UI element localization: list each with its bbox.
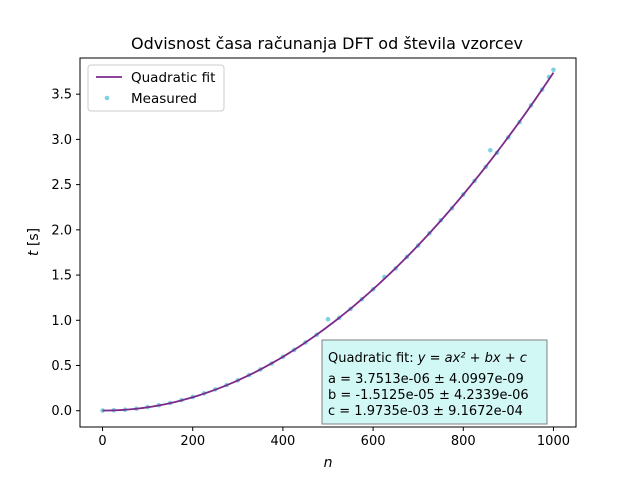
annotation-heading: Quadratic fit: y = ax² + bx + c — [328, 351, 527, 366]
measured-point — [325, 316, 331, 322]
measured-point — [488, 147, 493, 153]
y-tick-label: 1.5 — [51, 269, 72, 284]
x-tick-label: 800 — [451, 434, 476, 449]
y-tick-label: 2.0 — [51, 223, 72, 238]
legend-measured-swatch — [104, 95, 110, 101]
y-tick-label: 2.5 — [51, 178, 72, 193]
x-tick-label: 200 — [180, 434, 205, 449]
chart-title: Odvisnost časa računanja DFT od števila … — [131, 34, 523, 53]
y-axis: 0.0 0.5 1.0 1.5 2.0 2.5 3.0 3.5 — [51, 88, 80, 419]
x-tick-label: 0 — [98, 434, 106, 449]
annotation-background — [321, 339, 548, 425]
y-tick-label: 0.0 — [51, 404, 72, 419]
annotation-param-c: c = 1.9735e-03 ± 9.1672e-04 — [328, 404, 523, 419]
legend-fit-label: Quadratic fit — [131, 70, 215, 86]
y-tick-label: 3.5 — [51, 88, 72, 103]
y-tick-label: 1.0 — [51, 314, 72, 329]
annotation-param-b: b = -1.5125e-05 ± 4.2339e-06 — [328, 388, 529, 403]
measured-point — [551, 67, 556, 73]
x-tick-label: 600 — [361, 434, 386, 449]
legend: Quadratic fit Measured — [87, 64, 225, 112]
x-tick-label: 1000 — [537, 434, 570, 449]
x-axis: 0 200 400 600 800 1000 — [98, 427, 570, 449]
y-axis-label: t [s] — [26, 228, 42, 256]
legend-measured-label: Measured — [131, 91, 197, 107]
measured-point — [100, 408, 105, 413]
y-tick-label: 0.5 — [51, 359, 72, 374]
annotation-param-a: a = 3.7513e-06 ± 4.0997e-09 — [328, 372, 524, 387]
x-tick-label: 400 — [270, 434, 295, 449]
x-axis-label: n — [324, 455, 333, 471]
y-tick-label: 3.0 — [51, 133, 72, 148]
fit-parameters-box: Quadratic fit: y = ax² + bx + c a = 3.75… — [321, 339, 548, 425]
plot-area — [79, 57, 577, 428]
quadratic-fit-line — [102, 72, 555, 412]
